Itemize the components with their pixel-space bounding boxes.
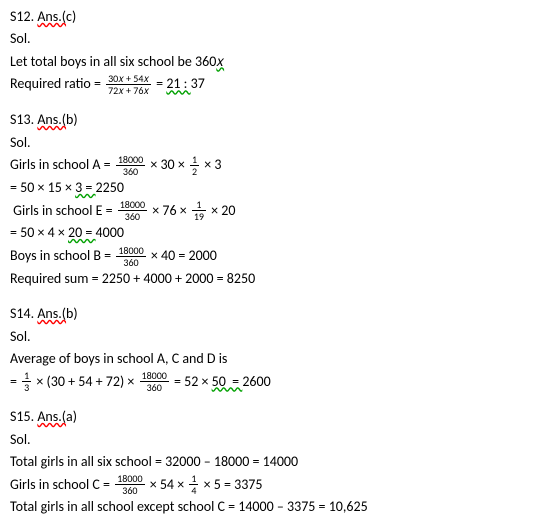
- s13-ge-label: Girls in school E =: [10, 200, 116, 222]
- s12-ratio-eq: =: [153, 73, 166, 95]
- s13-req-sum: Required sum = 2250 + 4000 + 2000 = 8250: [10, 268, 529, 290]
- s13-ga-mid1: × 30 ×: [147, 154, 188, 176]
- s13-ans: Ans.(: [37, 111, 66, 128]
- s13-bb-f: 18000360: [116, 245, 145, 268]
- s13-ga-eq-b: 3 =: [75, 179, 95, 196]
- s13-ge-f2: 119: [192, 199, 206, 222]
- s15-gc-tail: × 5 = 3375: [200, 474, 262, 496]
- s14-prefix: S14.: [10, 305, 37, 322]
- s12-header: S12. Ans.(c): [10, 6, 529, 28]
- s14-sol-label: Sol.: [10, 326, 529, 348]
- s14-eq-d: 50 =: [212, 371, 243, 393]
- s13-ga-label: Girls in school A =: [10, 154, 114, 176]
- s12-ratio-label: Required ratio =: [10, 73, 104, 95]
- s12-frac-den: 72𝑥 + 76𝑥: [106, 85, 151, 96]
- s13-header: S13. Ans.(b): [10, 109, 529, 131]
- s13-ga-f1-den: 360: [116, 166, 145, 177]
- solution-s14: S14. Ans.(b) Sol. Average of boys in sch…: [10, 303, 529, 393]
- s15-gc-f1: 18000360: [115, 473, 144, 496]
- s13-ga-tail: × 3: [201, 154, 221, 176]
- s15-prefix: S15.: [10, 408, 37, 425]
- s14-letter: b): [66, 305, 78, 322]
- s14-eq-b: × (30 + 54 + 72) ×: [33, 371, 137, 393]
- s12-ratio-37: 37: [191, 73, 205, 95]
- s12-line1a: Let total boys in all six school be 360: [10, 53, 216, 70]
- s12-frac: 30𝑥 + 54𝑥72𝑥 + 76𝑥: [106, 73, 151, 96]
- s14-eq: = 13 × (30 + 54 + 72) × 18000360 = 52 × …: [10, 370, 529, 393]
- s15-gc-f2: 14: [189, 473, 198, 496]
- s15-header: S15. Ans.(a): [10, 406, 529, 428]
- s13-ge-mid1: × 76 ×: [149, 200, 190, 222]
- s13-prefix: S13.: [10, 111, 37, 128]
- s14-f1-den: 3: [22, 382, 31, 393]
- s13-ge-eq-b: 20 =: [68, 224, 96, 241]
- s12-line1: Let total boys in all six school be 360𝑥: [10, 51, 529, 73]
- s13-ga-eq-a: = 50 × 15 ×: [10, 179, 75, 196]
- s14-eq-e: 2600: [242, 371, 270, 393]
- s13-bb-tail: × 40 = 2000: [148, 245, 217, 267]
- s13-ge-f1-den: 360: [118, 211, 147, 222]
- s12-ratio-val: 21 :: [166, 73, 190, 95]
- s13-bb-f-den: 360: [116, 257, 145, 268]
- s13-ga-eq: = 50 × 15 × 3 = 2250: [10, 177, 529, 199]
- s14-f2-den: 360: [140, 382, 169, 393]
- s13-bb-label: Boys in school B =: [10, 245, 114, 267]
- s14-eq-c: = 52 ×: [171, 371, 212, 393]
- s13-letter: b): [66, 111, 78, 128]
- s12-ans: Ans.(: [37, 8, 66, 25]
- s13-ge: Girls in school E = 18000360 × 76 × 119 …: [10, 199, 529, 222]
- solution-s12: S12. Ans.(c) Sol. Let total boys in all …: [10, 6, 529, 96]
- s13-ga-f1: 18000360: [116, 154, 145, 177]
- s14-header: S14. Ans.(b): [10, 303, 529, 325]
- s13-sol-label: Sol.: [10, 132, 529, 154]
- s13-ge-eq: = 50 × 4 × 20 = 4000: [10, 222, 529, 244]
- solution-s15: S15. Ans.(a) Sol. Total girls in all six…: [10, 406, 529, 519]
- s13-ga: Girls in school A = 18000360 × 30 × 12 ×…: [10, 154, 529, 177]
- s15-tg: Total girls in all six school = 32000 – …: [10, 451, 529, 473]
- s13-ge-f1: 18000360: [118, 199, 147, 222]
- s14-f2: 18000360: [140, 370, 169, 393]
- s14-avg-label: Average of boys in school A, C and D is: [10, 348, 529, 370]
- s15-gc-label: Girls in school C =: [10, 474, 113, 496]
- s14-ans: Ans.(: [37, 305, 66, 322]
- s12-line1b: 𝑥: [216, 53, 224, 70]
- s15-letter: a): [66, 408, 77, 425]
- s14-f1: 13: [22, 370, 31, 393]
- s12-prefix: S12.: [10, 8, 37, 25]
- s15-except: Total girls in all school except school …: [10, 496, 529, 518]
- s13-bb-f-num: 18000: [116, 245, 145, 257]
- s13-ga-eq-c: 2250: [96, 179, 124, 196]
- s13-ge-f2-den: 19: [192, 211, 206, 222]
- s12-letter: c): [66, 8, 76, 25]
- s15-gc-f1-den: 360: [115, 485, 144, 496]
- s15-ans: Ans.(: [37, 408, 66, 425]
- s13-ge-eq-c: 4000: [96, 224, 124, 241]
- s15-gc: Girls in school C = 18000360 × 54 × 14 ×…: [10, 473, 529, 496]
- s13-ga-f2-den: 2: [190, 166, 199, 177]
- s12-ratio: Required ratio = 30𝑥 + 54𝑥72𝑥 + 76𝑥 = 21…: [10, 73, 529, 96]
- s13-ge-eq-a: = 50 × 4 ×: [10, 224, 68, 241]
- s15-sol-label: Sol.: [10, 429, 529, 451]
- s13-bb: Boys in school B = 18000360 × 40 = 2000: [10, 245, 529, 268]
- solution-s13: S13. Ans.(b) Sol. Girls in school A = 18…: [10, 109, 529, 290]
- s15-gc-mid: × 54 ×: [147, 474, 188, 496]
- s12-sol-label: Sol.: [10, 28, 529, 50]
- s15-gc-f2-den: 4: [189, 485, 198, 496]
- s13-ga-f2: 12: [190, 154, 199, 177]
- s13-ge-tail: × 20: [208, 200, 236, 222]
- s14-eq-a: =: [10, 371, 20, 393]
